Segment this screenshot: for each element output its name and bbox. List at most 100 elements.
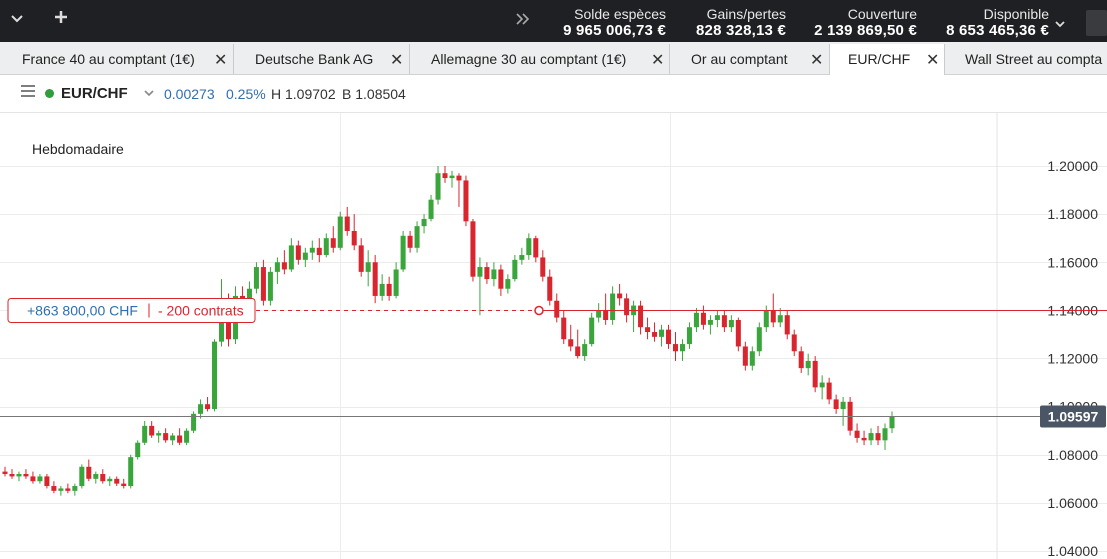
candle	[358, 238, 364, 277]
candle	[812, 356, 818, 393]
candle-body	[610, 293, 616, 320]
candle	[603, 293, 609, 325]
close-icon[interactable]: ✕	[810, 52, 824, 69]
available-label: Disponible	[983, 6, 1049, 22]
candle	[184, 428, 190, 446]
position-label[interactable]: +863 800,00 CHF - 200 contrats	[7, 298, 256, 323]
candle-body	[198, 404, 204, 414]
candle-body	[679, 344, 685, 352]
candle-body	[484, 267, 490, 280]
candle-body	[9, 474, 15, 477]
candle-body	[840, 401, 846, 410]
candle-body	[686, 327, 692, 345]
candle-body	[358, 245, 364, 272]
tab-wall-street[interactable]: Wall Street au compta	[945, 44, 1107, 74]
instrument-chevron-down-icon[interactable]	[143, 86, 155, 102]
close-icon[interactable]: ✕	[390, 52, 404, 69]
candle	[498, 264, 504, 296]
candle-body	[603, 310, 609, 320]
position-label-box[interactable]	[7, 298, 256, 323]
candle-body	[44, 476, 50, 487]
candle-body	[665, 329, 672, 345]
candle	[679, 339, 685, 361]
available-value: 8 653 465,36 €	[946, 22, 1049, 39]
candle	[149, 421, 155, 438]
candle	[142, 421, 148, 446]
candle	[777, 307, 783, 328]
candle	[288, 238, 294, 272]
profit-loss-label: Gains/pertes	[706, 6, 786, 22]
account-chevron-down-icon[interactable]	[1054, 14, 1066, 35]
close-icon[interactable]: ✕	[214, 52, 228, 69]
tab-or[interactable]: Or au comptant ✕	[670, 44, 830, 74]
candle	[631, 300, 637, 333]
candle	[659, 324, 665, 347]
candle-body	[707, 320, 713, 325]
candle	[596, 303, 602, 323]
tab-eur-chf[interactable]: EUR/CHF ✕	[830, 44, 945, 75]
candle	[840, 397, 846, 426]
instrument-symbol[interactable]: EUR/CHF	[61, 85, 128, 102]
candle	[191, 411, 197, 434]
y-tick-label: 1.16000	[1047, 254, 1098, 270]
close-icon[interactable]: ✕	[651, 52, 665, 69]
candle	[72, 483, 78, 496]
candle	[819, 375, 825, 400]
candle-body	[135, 442, 141, 458]
candle	[610, 286, 616, 325]
candle	[93, 471, 99, 484]
candle-body	[477, 267, 483, 277]
candle-body	[274, 262, 280, 272]
candle	[805, 353, 811, 376]
tab-label: Allemagne 30 au comptant (1€)	[431, 51, 627, 67]
candle	[463, 175, 469, 227]
candle-body	[79, 466, 85, 487]
candle-body	[498, 269, 504, 289]
position-entry-marker[interactable]	[534, 305, 544, 316]
chevron-down-icon[interactable]	[10, 9, 24, 30]
candle	[309, 240, 315, 260]
candle-body	[337, 216, 343, 248]
candle-body	[177, 435, 183, 443]
y-tick-label: 1.04000	[1047, 543, 1098, 559]
candle-body	[491, 269, 497, 280]
candle-body	[526, 238, 532, 256]
candle	[756, 322, 762, 357]
candle-body	[533, 238, 539, 258]
candle-body	[51, 486, 57, 491]
status-dot-icon	[45, 89, 54, 98]
candle	[826, 377, 832, 405]
candle	[107, 476, 113, 487]
candle-body	[798, 351, 804, 369]
tab-allemagne-30[interactable]: Allemagne 30 au comptant (1€) ✕	[410, 44, 670, 74]
candle-body	[470, 221, 476, 277]
candle-body	[512, 259, 518, 280]
candle-body	[379, 283, 385, 296]
candle	[742, 341, 748, 371]
candle	[65, 483, 71, 494]
price-chart[interactable]: 1.200001.180001.160001.140001.120001.100…	[0, 113, 1107, 559]
candle	[547, 269, 553, 306]
close-icon[interactable]: ✕	[926, 52, 940, 69]
candle	[205, 397, 211, 412]
hamburger-menu-icon[interactable]	[21, 84, 35, 101]
candle	[617, 283, 623, 306]
tab-deutsche-bank[interactable]: Deutsche Bank AG ✕	[234, 44, 410, 74]
double-chevron-right-icon[interactable]	[515, 10, 531, 31]
candle	[882, 423, 888, 450]
cash-balance-value: 9 965 006,73 €	[563, 22, 666, 39]
tab-label: EUR/CHF	[848, 51, 911, 67]
candle-body	[791, 334, 797, 352]
position-pl: +863 800,00 CHF	[27, 303, 138, 319]
current-price-tag-bg	[1040, 405, 1106, 428]
add-icon[interactable]	[54, 8, 68, 29]
candle	[379, 274, 385, 301]
account-menu-button[interactable]	[1086, 10, 1107, 36]
candle-body	[191, 413, 197, 431]
tab-france-40[interactable]: France 40 au comptant (1€) ✕	[0, 44, 234, 74]
candle-body	[121, 483, 127, 487]
candle	[16, 471, 22, 482]
candle-body	[456, 175, 462, 181]
candle-body	[128, 457, 134, 487]
candle-body	[316, 247, 322, 256]
